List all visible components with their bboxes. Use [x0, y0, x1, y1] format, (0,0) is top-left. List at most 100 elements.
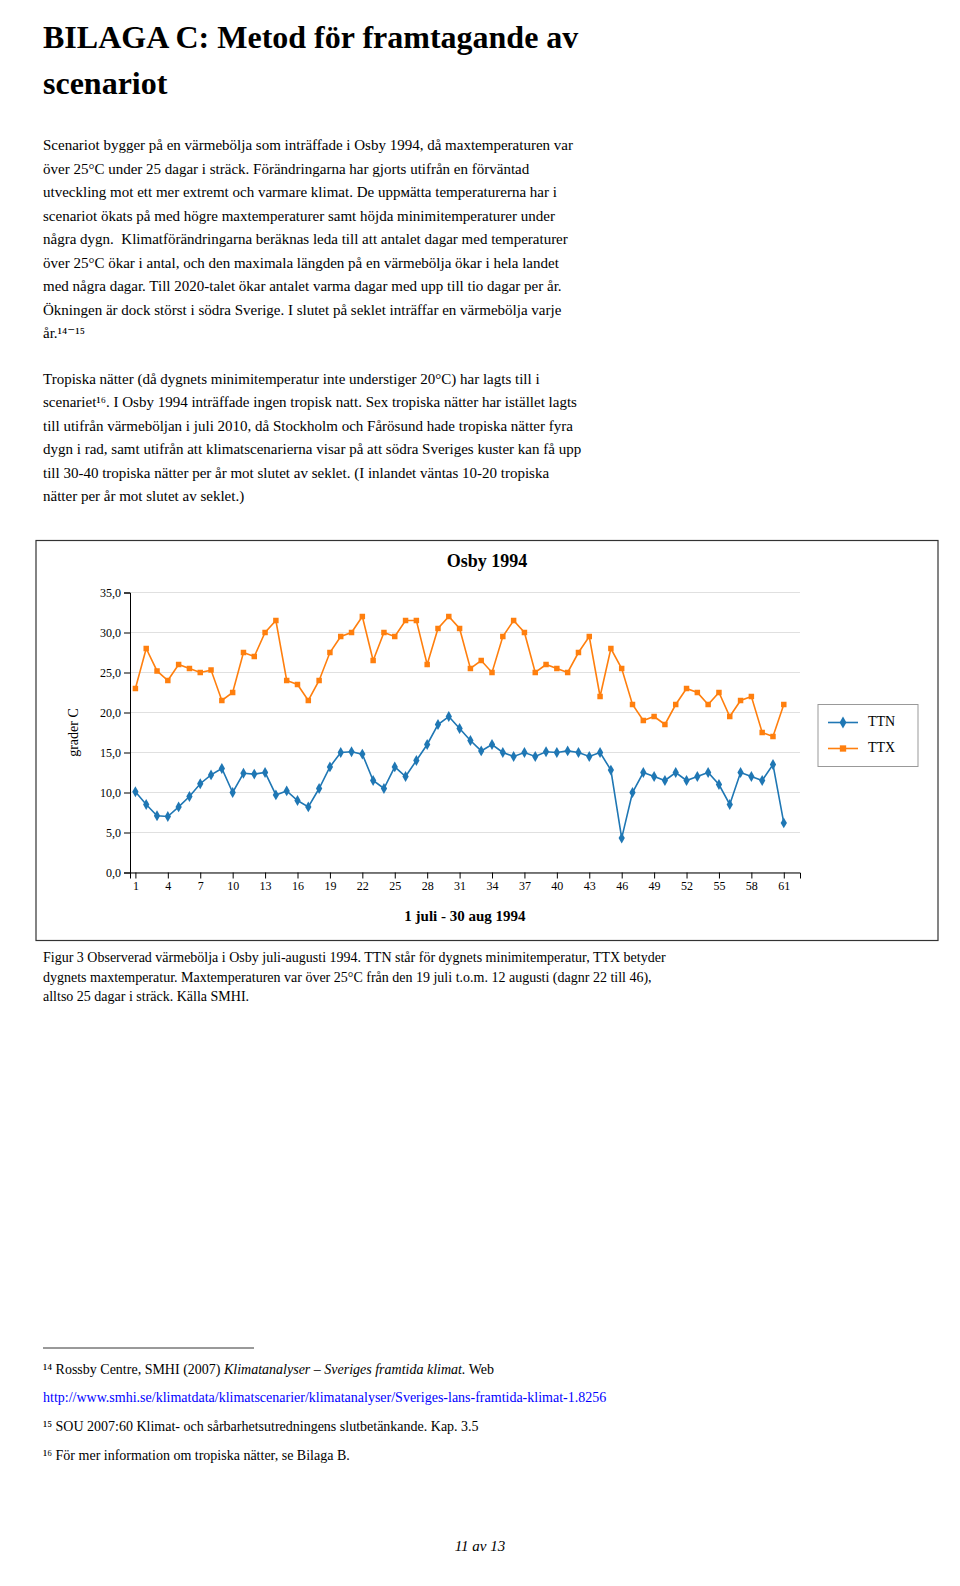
data-point — [532, 751, 538, 762]
footnote-text-end: Web — [465, 1362, 494, 1377]
data-point — [402, 771, 408, 782]
grid-line — [130, 592, 800, 593]
page-number: 11 av 13 — [455, 1538, 506, 1554]
data-point — [133, 686, 138, 691]
data-point — [381, 783, 387, 794]
x-tick: 13 — [260, 873, 272, 894]
x-tick-label: 13 — [260, 879, 272, 893]
data-point — [781, 702, 786, 707]
data-point — [219, 763, 225, 774]
caption-line: Figur 3 Observerad värmebölja i Osby jul… — [43, 950, 666, 965]
data-point — [662, 722, 667, 727]
series-line — [135, 617, 783, 737]
x-tick-label: 52 — [681, 879, 693, 893]
data-point — [230, 690, 235, 695]
y-tick-label: 0,0 — [106, 866, 121, 880]
data-point — [446, 711, 452, 722]
x-tick-mark — [362, 873, 363, 879]
y-tick: 20,0 — [100, 706, 130, 720]
data-point — [208, 667, 213, 672]
footnote-separator — [43, 1348, 254, 1349]
x-tick-mark — [524, 873, 525, 879]
x-tick-label: 37 — [519, 879, 531, 893]
data-point — [597, 694, 602, 699]
x-tick-label: 28 — [422, 879, 434, 893]
data-point — [424, 739, 430, 750]
data-point — [500, 634, 505, 639]
data-point — [651, 714, 656, 719]
x-tick-label: 19 — [324, 879, 336, 893]
data-point — [154, 810, 160, 821]
data-point — [370, 658, 375, 663]
plot-area — [132, 614, 787, 844]
y-tick-mark — [124, 753, 130, 754]
paragraph-line: Ökningen är dock störst i södra Sverige.… — [43, 302, 562, 318]
y-tick: 10,0 — [100, 786, 130, 800]
data-point — [252, 654, 257, 659]
data-point — [489, 670, 494, 675]
x-tick-label: 58 — [746, 879, 758, 893]
x-tick: 34 — [487, 873, 499, 894]
footnote-link: http://www.smhi.se/klimatdata/klimatscen… — [43, 1390, 606, 1405]
data-point — [759, 730, 764, 735]
data-point — [619, 666, 624, 671]
x-tick-mark — [460, 873, 461, 879]
data-point — [262, 630, 267, 635]
data-point — [197, 778, 203, 789]
data-point — [716, 779, 722, 790]
legend-frame — [818, 705, 918, 767]
data-point — [446, 614, 451, 619]
data-point — [360, 614, 365, 619]
data-point — [683, 775, 689, 786]
data-point — [673, 702, 678, 707]
x-tick-mark — [395, 873, 396, 879]
legend-marker — [840, 717, 847, 729]
paragraph-line: över 25°C ökar i antal, och den maximala… — [43, 255, 560, 271]
data-point — [749, 694, 754, 699]
data-point — [608, 646, 613, 651]
page: BILAGA C: Metod för framtagande avscenar… — [0, 0, 960, 1586]
data-point — [587, 634, 592, 639]
paragraph-line: utveckling mot ett mer extremt och varma… — [43, 184, 557, 200]
data-point — [219, 698, 224, 703]
x-tick: 25 — [389, 873, 401, 894]
x-tick: 43 — [584, 873, 596, 894]
data-point — [641, 718, 646, 723]
legend-marker — [840, 745, 846, 751]
data-point — [327, 761, 333, 772]
data-point — [294, 795, 300, 806]
data-point — [338, 747, 344, 758]
data-point — [175, 801, 181, 812]
paragraph-line: nätter per år mot slutet av seklet.) — [43, 488, 244, 505]
x-tick-label: 43 — [584, 879, 596, 893]
x-tick-mark — [135, 873, 136, 879]
data-point — [705, 702, 710, 707]
data-point — [565, 745, 571, 756]
y-tick-mark — [124, 793, 130, 794]
data-point — [770, 734, 775, 739]
data-point — [230, 787, 236, 798]
y-tick: 25,0 — [100, 666, 130, 680]
data-point — [575, 747, 581, 758]
legend: TTN TTX — [818, 705, 918, 767]
data-point — [522, 630, 527, 635]
data-point — [154, 668, 159, 673]
legend-label: TTX — [868, 740, 895, 755]
series-ttx — [133, 614, 787, 739]
paragraph-line: till utifrån värmeböljan i juli 2010, då… — [43, 418, 573, 434]
y-tick: 35,0 — [100, 586, 130, 600]
data-point — [576, 650, 581, 655]
data-point — [456, 723, 462, 734]
data-point — [684, 686, 689, 691]
x-tick-mark — [557, 873, 558, 879]
x-tick-mark — [492, 873, 493, 879]
x-tick-mark — [168, 873, 169, 879]
data-point — [554, 747, 560, 758]
data-point — [284, 785, 290, 796]
x-tick: 31 — [454, 873, 466, 894]
data-point — [295, 682, 300, 687]
legend-entry: TTX — [828, 740, 895, 755]
legend-entry: TTN — [828, 714, 895, 729]
data-point — [349, 630, 354, 635]
data-point — [543, 662, 548, 667]
